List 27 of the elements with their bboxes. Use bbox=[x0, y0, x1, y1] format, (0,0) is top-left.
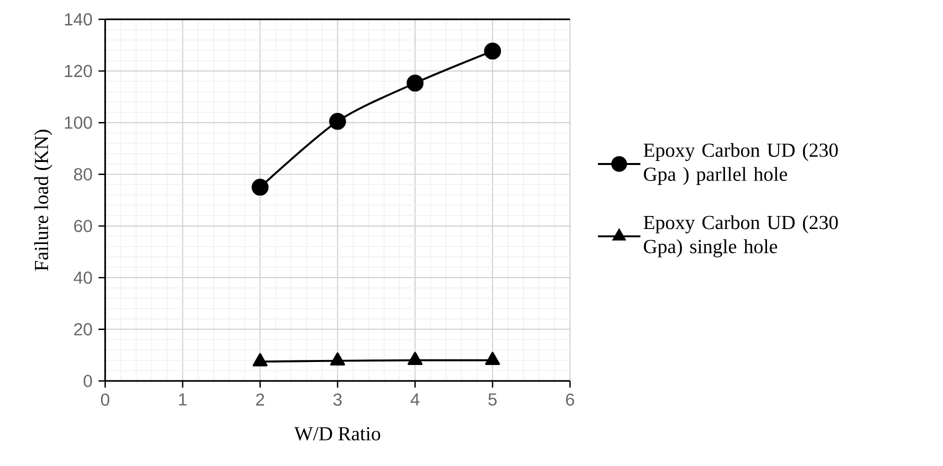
x-tick-label: 5 bbox=[488, 394, 497, 406]
y-tick-label: 100 bbox=[64, 116, 92, 129]
y-tick-label: 40 bbox=[74, 272, 92, 284]
x-tick-label: 3 bbox=[333, 394, 342, 406]
point bbox=[329, 112, 346, 130]
point bbox=[330, 352, 346, 366]
x-tick-label: 1 bbox=[179, 394, 187, 406]
legend-label: Epoxy Carbon UD (230 Gpa ) parllel hole bbox=[644, 143, 838, 186]
point bbox=[485, 352, 500, 366]
point bbox=[252, 178, 269, 196]
x-tick-label: 0 bbox=[100, 394, 110, 406]
x-tick-label: 6 bbox=[566, 394, 574, 406]
point bbox=[406, 74, 424, 92]
point bbox=[408, 352, 423, 366]
y-tick-label: 120 bbox=[64, 64, 92, 78]
y-tick-label: 20 bbox=[74, 323, 92, 336]
y-tick-label: 140 bbox=[64, 13, 92, 26]
x-axis-title: W/D Ratio bbox=[294, 427, 380, 441]
y-tick-label: 0 bbox=[84, 374, 92, 388]
legend-label: Epoxy Carbon UD (230 Gpa) single hole bbox=[644, 215, 838, 258]
x-tick-label: 4 bbox=[410, 394, 420, 406]
y-tick-label: 80 bbox=[74, 168, 92, 181]
y-tick-label: 60 bbox=[74, 220, 92, 232]
y-axis-title: Failure load (KN) bbox=[34, 130, 52, 271]
x-tick-label: 2 bbox=[256, 394, 264, 406]
point bbox=[252, 353, 268, 366]
point bbox=[484, 42, 502, 60]
